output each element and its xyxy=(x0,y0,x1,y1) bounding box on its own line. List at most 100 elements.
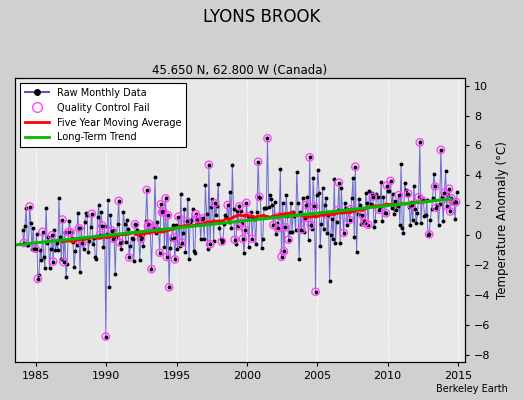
Point xyxy=(324,212,333,218)
Point xyxy=(26,203,34,210)
Point xyxy=(447,195,456,202)
Point xyxy=(277,254,286,260)
Point xyxy=(383,182,391,189)
Point xyxy=(170,234,178,241)
Title: 45.650 N, 62.800 W (Canada): 45.650 N, 62.800 W (Canada) xyxy=(152,64,328,77)
Point xyxy=(414,194,423,200)
Point xyxy=(96,232,104,238)
Point xyxy=(178,240,186,246)
Point xyxy=(19,240,28,246)
Point xyxy=(446,208,454,215)
Point xyxy=(206,241,214,248)
Point xyxy=(275,213,283,220)
Point xyxy=(364,222,373,228)
Point xyxy=(171,256,179,262)
Point xyxy=(241,227,249,234)
Point xyxy=(239,236,247,242)
Point xyxy=(31,246,40,252)
Point xyxy=(199,215,208,222)
Point xyxy=(146,228,155,234)
Point xyxy=(116,239,124,246)
Point xyxy=(425,231,433,238)
Point xyxy=(285,236,293,243)
Point xyxy=(159,208,167,215)
Point xyxy=(297,227,305,233)
Point xyxy=(34,276,42,282)
Point xyxy=(263,135,271,142)
Point xyxy=(217,238,226,245)
Point xyxy=(182,218,191,224)
Point xyxy=(67,229,75,236)
Point xyxy=(64,229,72,235)
Point xyxy=(137,236,145,242)
Point xyxy=(148,226,157,233)
Point xyxy=(74,225,83,231)
Point xyxy=(108,236,117,242)
Point xyxy=(192,211,200,218)
Point xyxy=(432,204,440,211)
Point xyxy=(162,254,171,260)
Point xyxy=(243,213,252,219)
Point xyxy=(248,236,256,242)
Y-axis label: Temperature Anomaly (°C): Temperature Anomaly (°C) xyxy=(496,141,509,299)
Point xyxy=(145,221,154,227)
Point xyxy=(102,333,110,340)
Point xyxy=(165,284,173,290)
Point xyxy=(335,179,343,186)
Point xyxy=(281,224,289,230)
Point xyxy=(211,200,219,206)
Point xyxy=(144,222,152,229)
Point xyxy=(310,203,319,210)
Point xyxy=(440,190,449,196)
Point xyxy=(305,154,314,160)
Point xyxy=(346,206,355,212)
Point xyxy=(158,209,166,216)
Point xyxy=(98,222,106,229)
Point xyxy=(311,288,320,295)
Point xyxy=(78,240,86,246)
Point xyxy=(107,228,116,234)
Point xyxy=(231,236,239,243)
Legend: Raw Monthly Data, Quality Control Fail, Five Year Moving Average, Long-Term Tren: Raw Monthly Data, Quality Control Fail, … xyxy=(20,83,186,147)
Point xyxy=(38,229,47,235)
Point xyxy=(340,230,348,236)
Point xyxy=(193,216,201,222)
Point xyxy=(345,217,354,223)
Point xyxy=(234,223,243,229)
Point xyxy=(395,192,403,198)
Point xyxy=(334,207,342,213)
Point xyxy=(131,221,139,228)
Point xyxy=(358,212,367,218)
Point xyxy=(302,202,310,208)
Point xyxy=(416,139,424,146)
Point xyxy=(125,254,134,261)
Point xyxy=(351,164,359,170)
Point xyxy=(156,250,164,256)
Point xyxy=(404,190,412,197)
Point xyxy=(375,206,383,213)
Point xyxy=(452,199,460,205)
Point xyxy=(147,266,156,272)
Point xyxy=(223,202,232,208)
Point xyxy=(49,258,57,265)
Point xyxy=(150,224,158,231)
Point xyxy=(274,225,282,231)
Point xyxy=(431,183,439,190)
Point xyxy=(408,202,416,208)
Point xyxy=(59,259,68,265)
Point xyxy=(301,215,309,221)
Point xyxy=(157,201,165,208)
Point xyxy=(307,222,315,228)
Point xyxy=(58,216,67,223)
Point xyxy=(381,210,390,216)
Point xyxy=(443,202,451,209)
Point xyxy=(361,220,369,226)
Point xyxy=(48,232,56,238)
Point xyxy=(161,195,170,202)
Point xyxy=(205,162,213,168)
Point xyxy=(242,200,250,206)
Point xyxy=(436,147,445,153)
Point xyxy=(280,248,288,254)
Point xyxy=(386,178,395,184)
Text: LYONS BROOK: LYONS BROOK xyxy=(203,8,321,26)
